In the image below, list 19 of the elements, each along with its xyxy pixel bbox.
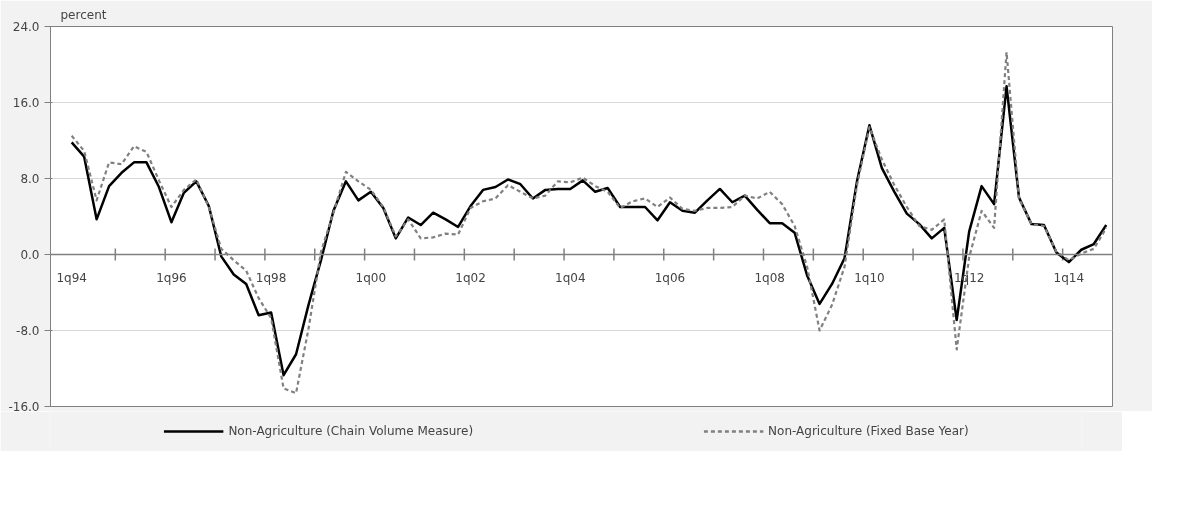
x-tick-label: 1q00 — [355, 270, 387, 285]
x-tick-label: 1q02 — [455, 270, 486, 285]
y-tick-label: -16.0 — [8, 400, 40, 414]
x-tick-label: 1q98 — [255, 270, 287, 285]
x-tick-label: 1q10 — [854, 270, 885, 285]
x-tick-label: 1q14 — [1053, 270, 1085, 285]
x-tick-label: 1q06 — [654, 270, 686, 285]
y-axis-title: percent — [60, 7, 107, 22]
x-tick-label: 1q08 — [754, 270, 785, 285]
x-tick-label: 1q96 — [156, 270, 187, 285]
x-tick-label: 1q94 — [56, 270, 87, 285]
y-tick-label: 24.0 — [12, 20, 40, 34]
legend-label: Non-Agriculture (Chain Volume Measure) — [228, 424, 474, 438]
y-tick-label: 8.0 — [20, 172, 40, 186]
x-tick-label: 1q04 — [555, 270, 586, 285]
y-tick-label: 16.0 — [12, 96, 40, 110]
y-tick-label: -8.0 — [16, 324, 40, 338]
y-tick-label: 0.0 — [20, 248, 40, 262]
legend-label: Non-Agriculture (Fixed Base Year) — [768, 424, 969, 438]
